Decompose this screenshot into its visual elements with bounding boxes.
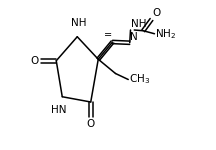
Text: O: O: [152, 8, 160, 18]
Text: CH$_3$: CH$_3$: [129, 73, 150, 86]
Text: NH: NH: [131, 19, 147, 29]
Text: HN: HN: [51, 105, 66, 115]
Text: O: O: [31, 56, 39, 66]
Text: =: =: [104, 30, 112, 40]
Text: N: N: [130, 32, 138, 42]
Text: O: O: [87, 119, 95, 129]
Text: NH: NH: [71, 18, 86, 28]
Text: NH$_2$: NH$_2$: [155, 27, 176, 41]
